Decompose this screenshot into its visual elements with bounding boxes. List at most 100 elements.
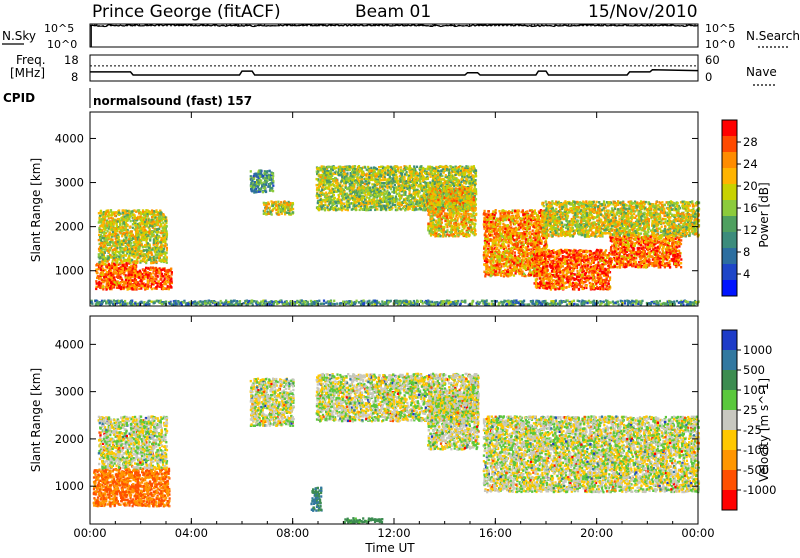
heatmap-cell [98,284,100,286]
heatmap-cell [388,193,390,195]
heatmap-cell [171,280,173,282]
heatmap-cell [419,181,421,183]
heatmap-cell [157,237,159,239]
heatmap-cell [338,194,340,196]
heatmap-cell [123,284,125,286]
heatmap-cell [103,256,105,258]
heatmap-cell [127,214,129,216]
heatmap-cell [171,271,173,273]
heatmap-cell [423,192,425,194]
heatmap-cell [469,169,471,171]
heatmap-cell [404,209,406,211]
heatmap-cell [149,228,151,230]
heatmap-cell [160,223,162,225]
heatmap-cell [352,188,354,190]
heatmap-cell [122,255,124,257]
heatmap-cell [100,221,102,223]
heatmap-cell [147,274,149,276]
heatmap-cell [145,276,147,278]
heatmap-cell [114,264,116,266]
heatmap-cell [341,180,343,182]
heatmap-cell [350,191,352,193]
heatmap-cell [319,192,321,194]
heatmap-cell [150,269,152,271]
heatmap-cell [157,224,159,226]
heatmap-cell [170,278,172,280]
heatmap-cell [137,256,139,258]
heatmap-cell [96,272,98,274]
heatmap-cell [100,225,102,227]
heatmap-cell [110,222,112,224]
heatmap-cell [121,261,123,263]
heatmap-cell [105,246,107,248]
heatmap-cell [291,206,293,208]
heatmap-cell [385,205,387,207]
heatmap-cell [125,274,127,276]
heatmap-cell [385,199,387,201]
heatmap-cell [162,227,164,229]
heatmap-cell [139,270,141,272]
heatmap-cell [269,170,271,172]
heatmap-cell [255,191,257,193]
heatmap-cell [116,225,118,227]
heatmap-cell [103,227,105,229]
heatmap-cell [150,279,152,281]
heatmap-cell [395,206,397,208]
heatmap-cell [140,287,142,289]
heatmap-cell [286,211,288,213]
heatmap-cell [323,194,325,196]
heatmap-cell [258,173,260,175]
heatmap-cell [108,235,110,237]
heatmap-cell [164,277,166,279]
heatmap-cell [155,214,157,216]
heatmap-cell [360,202,362,204]
noise-right-label: N.Search [746,29,800,43]
heatmap-cell [370,194,372,196]
heatmap-cell [359,168,361,170]
heatmap-cell [100,210,102,212]
heatmap-cell [342,166,344,168]
heatmap-cell [100,269,102,271]
heatmap-cell [140,250,142,252]
heatmap-cell [130,238,132,240]
heatmap-cell [139,228,141,230]
heatmap-cell [156,220,158,222]
heatmap-cell [371,203,373,205]
heatmap-cell [350,184,352,186]
heatmap-cell [131,274,133,276]
heatmap-cell [136,275,138,277]
heatmap-cell [104,216,106,218]
heatmap-cell [153,239,155,241]
heatmap-cell [329,208,331,210]
heatmap-cell [352,185,354,187]
heatmap-cell [125,247,127,249]
heatmap-cell [123,273,125,275]
heatmap-cell [155,267,157,269]
heatmap-cell [275,209,277,211]
heatmap-cell [395,195,397,197]
heatmap-cell [121,281,123,283]
heatmap-cell [119,272,121,274]
heatmap-cell [115,212,117,214]
heatmap-cell [346,193,348,195]
heatmap-cell [123,222,125,224]
heatmap-cell [164,236,166,238]
heatmap-cell [164,241,166,243]
heatmap-cell [269,207,271,209]
heatmap-cell [292,202,294,204]
heatmap-cell [103,262,105,264]
heatmap-cell [346,172,348,174]
freq-tick-low: 8 [71,70,78,84]
heatmap-cell [106,211,108,213]
heatmap-cell [98,248,100,250]
heatmap-cell [261,182,263,184]
heatmap-cell [113,213,115,215]
heatmap-cell [335,202,337,204]
heatmap-cell [328,197,330,199]
heatmap-cell [101,279,103,281]
heatmap-cell [270,200,272,202]
heatmap-cell [406,171,408,173]
heatmap-cell [111,212,113,214]
heatmap-cell [164,233,166,235]
heatmap-cell [407,177,409,179]
